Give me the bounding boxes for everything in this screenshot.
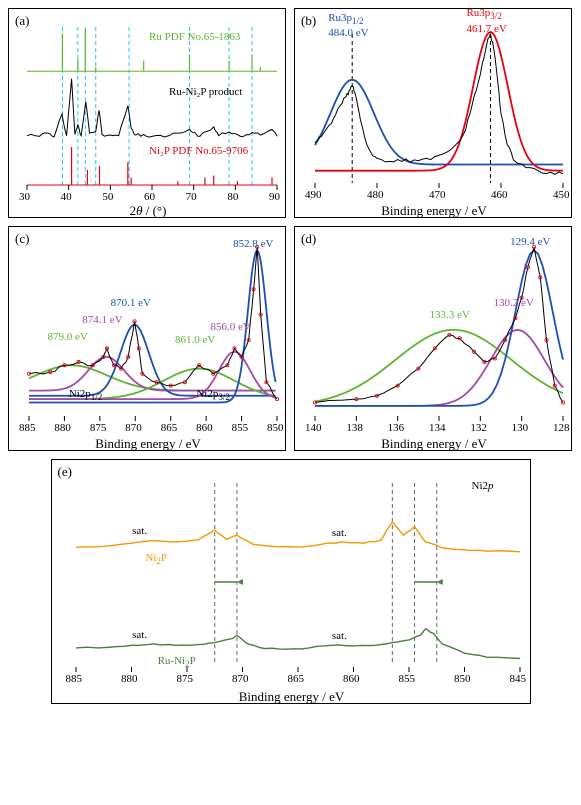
xtick: 885 [66,673,83,685]
xtick: 865 [161,422,178,434]
peak-label: Ni2p1/2 [69,388,103,402]
xtick: 470 [429,189,446,201]
panel-e-xlabel: Binding energy / eV [52,689,532,705]
peak-label: 130.2 eV [494,297,534,309]
panel-e: (e) 885880875870865860855850845Binding e… [51,459,531,704]
xtick: 140 [305,422,322,434]
xtick: 60 [144,191,155,203]
xtick: 132 [470,422,487,434]
xtick: 136 [388,422,405,434]
peak-label: 861.0 eV [175,334,215,346]
panel-b: (b) 490480470460450Binding energy / eVRu… [294,8,572,218]
xtick: 850 [454,673,471,685]
xtick: 860 [196,422,213,434]
peak-label: 870.1 eV [111,297,151,309]
annotation: Ru-Ni2P [158,655,196,669]
xtick: 845 [510,673,527,685]
xlabel: Binding energy / eV [9,436,287,452]
xtick: 850 [267,422,284,434]
xtick: 855 [399,673,416,685]
xtick: 885 [19,422,36,434]
peak-label: 879.0 eV [48,331,88,343]
figure-container: (a) 304050607080902θ / (°)Ru PDF No.65-1… [0,0,581,720]
xtick: 855 [232,422,249,434]
peak-label: 461.7 eV [466,23,506,35]
peak-label: Ru3p3/2 [466,7,501,21]
xlabel: Binding energy / eV [295,203,573,219]
row-e: (e) 885880875870865860855850845Binding e… [8,459,573,704]
xtick: 40 [61,191,72,203]
xtick: 865 [288,673,305,685]
xlabel: Binding energy / eV [295,436,573,452]
xtick: 860 [343,673,360,685]
peak-label: 129.4 eV [510,236,550,248]
xtick: 128 [553,422,570,434]
xtick: 460 [491,189,508,201]
row-ab: (a) 304050607080902θ / (°)Ru PDF No.65-1… [8,8,573,218]
xtick: 875 [177,673,194,685]
annotation: sat. [132,629,147,641]
xtick: 134 [429,422,446,434]
peak-label: Ru3p1/2 [328,12,363,26]
xtick: 138 [346,422,363,434]
panel-a-xlabel: 2θ / (°) [9,203,287,219]
xtick: 880 [121,673,138,685]
peak-label: 856.0 eV [210,321,250,333]
annotation: Ru PDF No.65-1863 [149,31,240,43]
xtick: 870 [232,673,249,685]
annotation: sat. [132,525,147,537]
peak-label: 133.3 eV [429,309,469,321]
peak-label: 484.0 eV [328,27,368,39]
xtick: 880 [54,422,71,434]
annotation: Ni2P [145,552,167,566]
panel-c: (c) 885880875870865860855850Binding ener… [8,226,286,451]
xtick: 50 [102,191,113,203]
xtick: 450 [553,189,570,201]
xtick: 30 [19,191,30,203]
annotation: Ni₂P PDF No.65-9706 [149,145,248,157]
xtick: 70 [186,191,197,203]
xtick: 480 [367,189,384,201]
xtick: 80 [227,191,238,203]
annotation: Ru-Ni₂P product [169,86,242,98]
peak-label: 874.1 eV [82,314,122,326]
xtick: 875 [90,422,107,434]
annotation: sat. [332,630,347,642]
panel-d: (d) 140138136134132130128Binding energy … [294,226,572,451]
annotation: sat. [332,527,347,539]
xtick: 870 [125,422,142,434]
xtick: 130 [512,422,529,434]
annotation: Ni2p [472,480,494,492]
xtick: 490 [305,189,322,201]
peak-label: 852.8 eV [233,238,273,250]
panel-a: (a) 304050607080902θ / (°)Ru PDF No.65-1… [8,8,286,218]
xtick: 90 [269,191,280,203]
peak-label: Ni2p3/2 [196,388,230,402]
row-cd: (c) 885880875870865860855850Binding ener… [8,226,573,451]
